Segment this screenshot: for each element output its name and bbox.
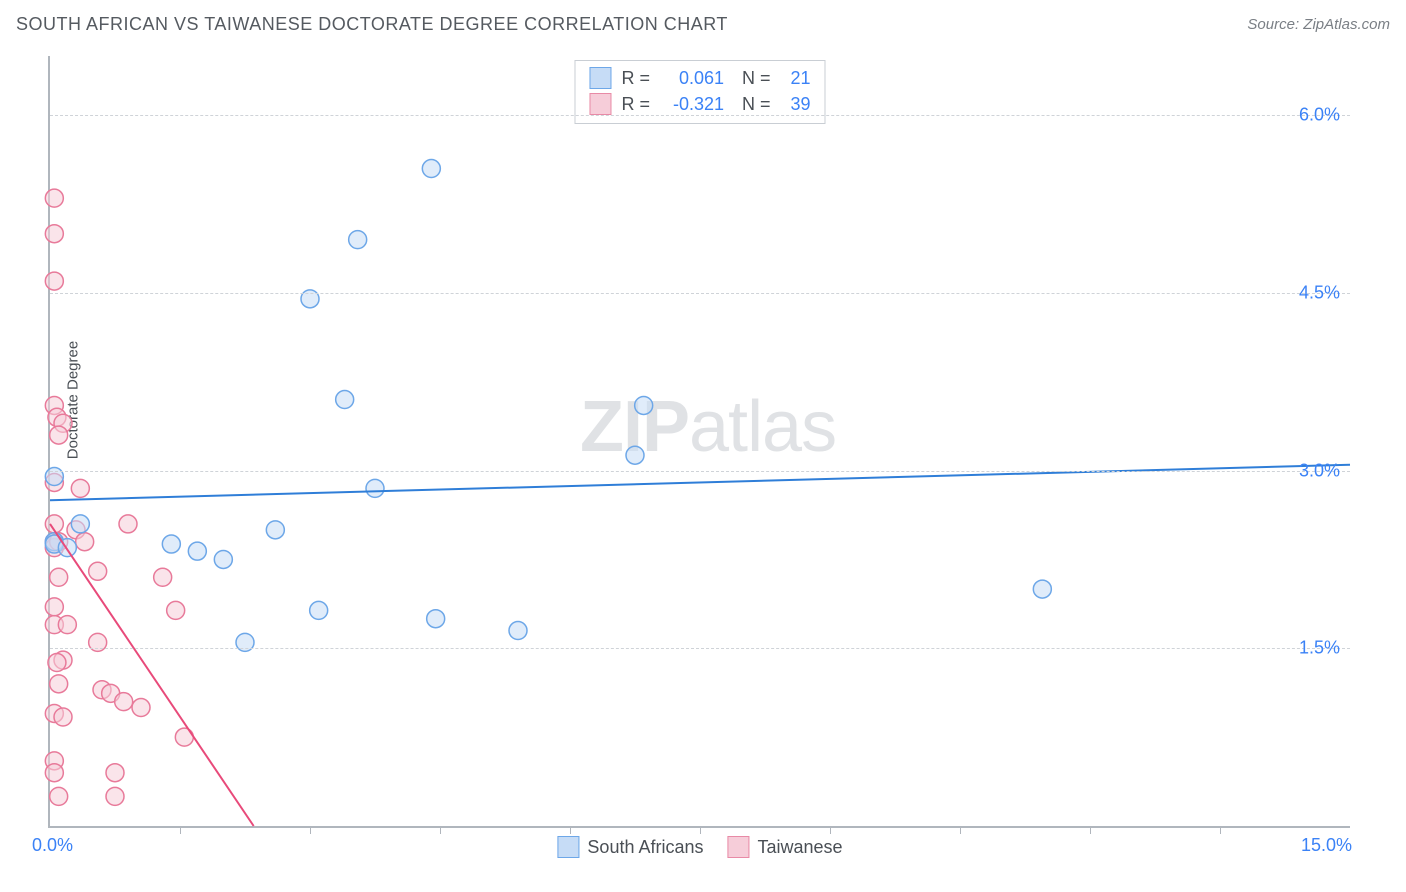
data-point (45, 272, 63, 290)
data-point (336, 391, 354, 409)
data-point (106, 764, 124, 782)
y-tick-label: 1.5% (1299, 638, 1340, 659)
x-tick (1220, 826, 1221, 834)
x-tick (830, 826, 831, 834)
data-point (45, 764, 63, 782)
data-point (1033, 580, 1051, 598)
data-point (71, 479, 89, 497)
data-point (115, 693, 133, 711)
data-point (427, 610, 445, 628)
gridline (50, 115, 1350, 116)
x-tick (310, 826, 311, 834)
legend-label: South Africans (587, 837, 703, 858)
x-min-label: 0.0% (32, 835, 73, 856)
data-point (626, 446, 644, 464)
y-tick-label: 6.0% (1299, 105, 1340, 126)
data-point (54, 708, 72, 726)
data-point (188, 542, 206, 560)
data-point (45, 189, 63, 207)
legend-item: Taiwanese (728, 836, 843, 858)
legend-label: Taiwanese (758, 837, 843, 858)
source-attribution: Source: ZipAtlas.com (1247, 16, 1390, 33)
data-point (167, 601, 185, 619)
data-point (154, 568, 172, 586)
series-swatch (728, 836, 750, 858)
data-point (132, 699, 150, 717)
legend: South Africans Taiwanese (557, 836, 842, 858)
y-tick-label: 3.0% (1299, 460, 1340, 481)
data-point (45, 225, 63, 243)
data-point (266, 521, 284, 539)
data-point (119, 515, 137, 533)
scatter-svg (50, 56, 1350, 826)
data-point (509, 622, 527, 640)
x-max-label: 15.0% (1301, 835, 1352, 856)
data-point (50, 787, 68, 805)
gridline (50, 648, 1350, 649)
data-point (50, 675, 68, 693)
data-point (366, 479, 384, 497)
data-point (635, 396, 653, 414)
x-tick (570, 826, 571, 834)
data-point (50, 568, 68, 586)
header: SOUTH AFRICAN VS TAIWANESE DOCTORATE DEG… (0, 0, 1406, 48)
data-point (45, 598, 63, 616)
y-tick-label: 4.5% (1299, 282, 1340, 303)
data-point (58, 616, 76, 634)
series-swatch (557, 836, 579, 858)
gridline (50, 471, 1350, 472)
data-point (48, 654, 66, 672)
regression-line (50, 524, 254, 826)
data-point (50, 426, 68, 444)
gridline (50, 293, 1350, 294)
data-point (76, 533, 94, 551)
chart-title: SOUTH AFRICAN VS TAIWANESE DOCTORATE DEG… (16, 14, 728, 35)
plot-area: ZIPatlas R =0.061N =21R =-0.321N =39 0.0… (48, 56, 1350, 828)
data-point (89, 562, 107, 580)
x-tick (700, 826, 701, 834)
x-tick (960, 826, 961, 834)
x-tick (1090, 826, 1091, 834)
x-tick (440, 826, 441, 834)
data-point (422, 160, 440, 178)
legend-item: South Africans (557, 836, 703, 858)
x-tick (180, 826, 181, 834)
data-point (310, 601, 328, 619)
data-point (162, 535, 180, 553)
data-point (214, 550, 232, 568)
data-point (106, 787, 124, 805)
data-point (71, 515, 89, 533)
data-point (349, 231, 367, 249)
